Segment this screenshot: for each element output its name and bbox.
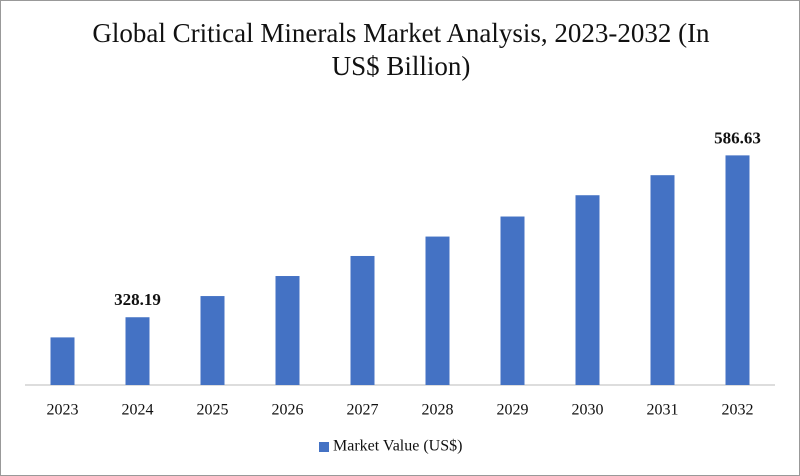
bar — [650, 175, 675, 385]
legend-label: Market Value (US$) — [333, 438, 462, 455]
x-tick-label: 2032 — [722, 402, 754, 419]
x-tick-label: 2028 — [422, 402, 454, 419]
data-label: 328.19 — [114, 290, 161, 309]
bar — [50, 337, 75, 385]
bar — [725, 155, 750, 385]
x-tick-label: 2031 — [647, 402, 679, 419]
x-tick-label: 2029 — [497, 402, 529, 419]
x-tick-label: 2026 — [272, 402, 304, 419]
bar — [350, 255, 375, 385]
x-tick-label: 2030 — [572, 402, 604, 419]
x-tick-label: 2025 — [197, 402, 229, 419]
bar — [125, 317, 150, 385]
data-label: 586.63 — [714, 128, 761, 147]
bar — [425, 236, 450, 385]
x-tick-label: 2027 — [347, 402, 379, 419]
bar — [275, 276, 300, 385]
x-tick-label: 2024 — [122, 402, 154, 419]
chart-title: Global Critical Minerals Market Analysis… — [92, 18, 710, 81]
legend-swatch — [319, 442, 329, 452]
bar — [200, 296, 225, 385]
bar — [500, 216, 525, 385]
bar — [575, 195, 600, 385]
x-tick-label: 2023 — [47, 402, 79, 419]
